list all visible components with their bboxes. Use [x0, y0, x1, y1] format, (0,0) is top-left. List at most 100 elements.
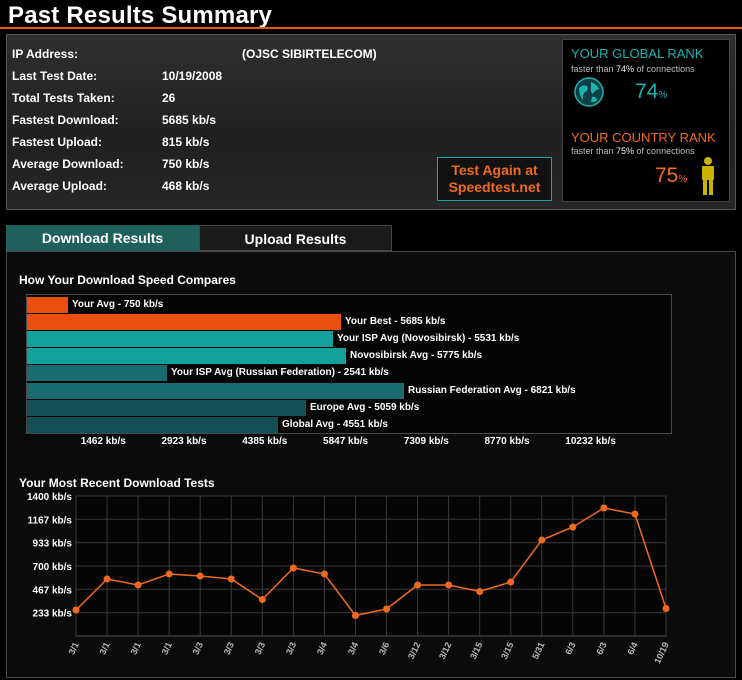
y-tick-label: 933 kb/s [33, 539, 73, 550]
x-tick-label: 3/1 [98, 641, 112, 657]
data-point [72, 606, 80, 614]
x-tick-label: 3/4 [346, 641, 360, 657]
fastest-download-label: Fastest Download: [12, 113, 119, 127]
data-point [507, 578, 515, 586]
compare-bar [27, 399, 306, 416]
rank-panel: YOUR GLOBAL RANK faster than 74% of conn… [562, 39, 730, 202]
history-chart: 233 kb/s 467 kb/s 700 kb/s 933 kb/s 1167 kb/… [27, 492, 671, 665]
global-rank-title: YOUR GLOBAL RANK [571, 46, 704, 61]
x-tick-label: 6/3 [594, 641, 608, 657]
compare-bar [27, 365, 167, 382]
data-point [289, 564, 297, 572]
x-tick-label: 3/1 [160, 641, 174, 657]
x-tick-label: 3/4 [315, 641, 329, 657]
global-rank-sub-prefix: faster than [571, 64, 617, 74]
average-upload-label: Average Upload: [12, 179, 107, 193]
x-tick-label: 3/6 [377, 641, 391, 657]
compare-axis-tick: 7309 kb/s [403, 436, 449, 447]
compare-bar-label: Europe Avg - 5059 kb/s [310, 401, 420, 413]
global-rank-unit: % [658, 90, 668, 101]
y-tick-label: 1167 kb/s [28, 515, 73, 526]
country-rank-sub-percent: 75% [616, 146, 635, 156]
data-point [258, 596, 266, 603]
data-point [196, 572, 204, 580]
tab-upload-results[interactable]: Upload Results [199, 225, 392, 251]
test-again-button[interactable]: Test Again at Speedtest.net [437, 157, 552, 201]
compare-axis-tick: 1462 kb/s [80, 436, 126, 447]
data-point [600, 504, 608, 512]
data-point [476, 588, 484, 595]
global-rank-subtitle: faster than 74% of connections [571, 64, 695, 74]
country-rank-sub-prefix: faster than [571, 146, 617, 156]
compare-bar [27, 297, 68, 313]
data-point [103, 575, 111, 583]
isp-name: (OJSC SIBIRTELECOM) [242, 47, 377, 61]
results-tabs: Download Results Upload Results [6, 225, 392, 251]
data-point [351, 612, 359, 619]
y-tick-label: 1400 kb/s [27, 492, 72, 503]
compare-bar [27, 382, 404, 399]
compare-bar [27, 314, 341, 331]
global-rank-sub-suffix: of connections [634, 64, 695, 74]
country-rank-subtitle: faster than 75% of connections [571, 146, 695, 156]
compare-bar-label: Your ISP Avg (Novosibirsk) - 5531 kb/s [337, 333, 520, 345]
x-tick-label: 5/31 [530, 641, 546, 661]
globe-icon [574, 77, 604, 107]
x-tick-label: 3/3 [191, 641, 205, 657]
last-test-date-value: 10/19/2008 [162, 69, 223, 83]
title-rule [0, 27, 742, 29]
x-tick-label: 6/4 [625, 641, 639, 657]
compare-axis-tick: 10232 kb/s [565, 436, 616, 447]
data-point [569, 523, 577, 531]
compare-bar-label: Russian Federation Avg - 6821 kb/s [408, 384, 576, 396]
x-tick-label: 3/1 [129, 641, 143, 657]
data-point [445, 581, 453, 589]
country-rank-unit: % [678, 174, 688, 185]
y-tick-label: 233 kb/s [33, 609, 73, 620]
compare-bar-label: Your ISP Avg (Russian Federation) - 2541… [171, 367, 389, 379]
compare-axis-tick: 5847 kb/s [323, 436, 369, 447]
last-test-date-label: Last Test Date: [12, 69, 98, 83]
fastest-upload-label: Fastest Upload: [12, 135, 103, 149]
compare-bar [27, 331, 333, 348]
total-tests-value: 26 [162, 91, 176, 105]
x-tick-label: 3/1 [66, 641, 80, 657]
country-rank-sub-suffix: of connections [634, 146, 695, 156]
fastest-download-value: 5685 kb/s [162, 113, 217, 127]
tab-download-results[interactable]: Download Results [6, 225, 199, 251]
data-point [631, 510, 639, 518]
data-point [320, 570, 328, 578]
x-tick-label: 3/3 [284, 641, 298, 657]
x-tick-label: 3/3 [222, 641, 236, 657]
compare-title: How Your Download Speed Compares [19, 273, 236, 287]
average-download-label: Average Download: [12, 157, 124, 171]
history-title: Your Most Recent Download Tests [19, 476, 215, 490]
global-rank-sub-percent: 74% [616, 64, 635, 74]
x-tick-label: 3/15 [468, 641, 484, 661]
global-rank-number: 74 [635, 80, 659, 103]
compare-bar [27, 416, 278, 433]
compare-bar-label: Global Avg - 4551 kb/s [282, 418, 388, 430]
compare-bar-label: Your Avg - 750 kb/s [72, 299, 164, 310]
average-upload-value: 468 kb/s [162, 179, 210, 193]
compare-axis-tick: 4385 kb/s [242, 436, 288, 447]
x-tick-label: 6/3 [563, 641, 577, 657]
x-tick-label: 3/12 [406, 641, 422, 661]
compare-bar [27, 348, 346, 365]
ip-address-label: IP Address: [12, 47, 79, 61]
compare-axis-tick: 8770 kb/s [484, 436, 530, 447]
compare-axis-tick: 2923 kb/s [161, 436, 207, 447]
average-download-value: 750 kb/s [162, 157, 210, 171]
test-again-line1: Test Again at [451, 162, 538, 178]
data-point [383, 605, 391, 613]
compare-bar-label: Novosibirsk Avg - 5775 kb/s [350, 350, 483, 362]
y-tick-label: 467 kb/s [33, 585, 73, 596]
x-tick-label: 3/12 [437, 641, 453, 661]
data-point [538, 536, 546, 544]
data-point [134, 581, 142, 589]
global-rank-value: 74% [635, 80, 667, 104]
y-tick-label: 700 kb/s [33, 562, 73, 573]
data-point [165, 570, 173, 578]
country-rank-number: 75 [655, 164, 679, 187]
page-title: Past Results Summary [8, 2, 273, 29]
